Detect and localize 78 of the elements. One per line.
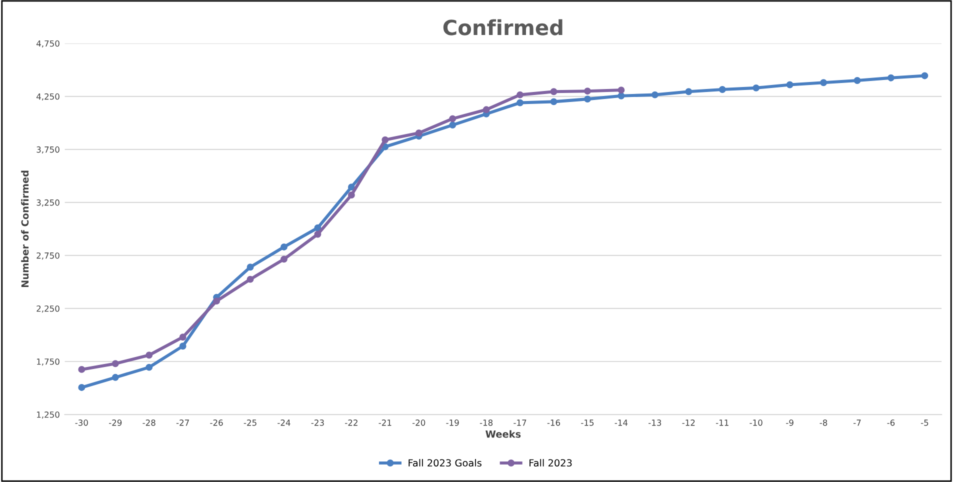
- x-tick-label: -23: [311, 420, 324, 426]
- x-tick-label: -10: [750, 420, 762, 426]
- point: [752, 84, 760, 92]
- point: [516, 91, 524, 98]
- y-tick-label: 1,250: [37, 412, 60, 419]
- point: [348, 192, 355, 198]
- point: [179, 342, 186, 350]
- point: [146, 364, 153, 371]
- x-tick-label: -30: [75, 420, 88, 426]
- point: [146, 352, 153, 359]
- point: [280, 256, 288, 263]
- x-tick-label: -28: [142, 420, 156, 426]
- point: [314, 224, 322, 232]
- point: [584, 96, 591, 103]
- x-tick-label: -27: [176, 420, 189, 426]
- x-tick-label: -25: [244, 420, 256, 426]
- x-tick-label: -15: [581, 420, 594, 426]
- x-axis-title: Weeks: [486, 430, 521, 438]
- chart-title: Confirmed: [443, 19, 562, 36]
- x-tick-label: -17: [514, 420, 526, 426]
- point: [921, 72, 928, 80]
- point: [449, 115, 456, 122]
- x-tick-label: -5: [920, 420, 928, 426]
- x-tick-label: -16: [547, 420, 560, 426]
- point: [449, 122, 456, 129]
- point: [112, 360, 119, 368]
- x-tick-label: -9: [786, 420, 794, 426]
- x-tick-label: -8: [820, 420, 828, 426]
- point: [179, 334, 186, 341]
- point: [246, 276, 254, 283]
- x-tick-label: -29: [108, 420, 122, 426]
- point: [348, 184, 355, 191]
- point: [618, 86, 625, 94]
- point: [651, 91, 658, 98]
- x-tick-label: -12: [682, 420, 695, 426]
- x-tick-label: -13: [648, 420, 662, 426]
- point: [78, 366, 86, 373]
- point: [382, 136, 389, 144]
- point: [78, 384, 86, 391]
- x-tick-label: -24: [278, 420, 290, 426]
- x-tick-label: -26: [210, 420, 223, 426]
- point: [112, 374, 119, 381]
- point: [482, 106, 490, 114]
- point: [584, 88, 591, 95]
- y-axis-title: Number of Confirmed: [21, 170, 29, 288]
- point: [550, 98, 558, 106]
- legend-label: Fall 2023 Goals: [408, 459, 482, 467]
- point: [786, 81, 794, 88]
- x-tick-label: -20: [412, 420, 426, 426]
- x-tick-label: -6: [887, 420, 895, 426]
- x-tick-label: -21: [378, 420, 392, 426]
- y-tick-label: 2,750: [36, 252, 60, 260]
- point: [618, 92, 625, 100]
- y-tick-label: 2,250: [36, 305, 60, 313]
- y-tick-label: 4,250: [36, 93, 60, 101]
- x-tick-label: -14: [614, 420, 628, 426]
- point: [685, 88, 692, 96]
- x-tick-label: -11: [716, 420, 728, 426]
- point: [550, 88, 558, 96]
- y-tick-label: 3,750: [36, 146, 60, 154]
- y-tick-label: 3,250: [36, 199, 60, 207]
- y-tick-label: 4,750: [36, 40, 60, 48]
- point: [516, 99, 524, 106]
- x-tick-label: -22: [345, 420, 358, 426]
- x-tick-label: -18: [480, 420, 493, 426]
- y-tick-label: 1,750: [37, 358, 60, 366]
- point: [415, 130, 422, 136]
- point: [213, 298, 220, 305]
- x-tick-label: -7: [854, 420, 861, 426]
- point: [854, 77, 861, 84]
- point: [280, 244, 288, 250]
- point: [246, 264, 254, 271]
- point: [888, 74, 894, 82]
- x-tick-label: -19: [446, 420, 459, 426]
- point: [820, 79, 828, 86]
- point: [718, 86, 726, 93]
- point: [314, 230, 322, 238]
- legend-label: Fall 2023: [530, 459, 572, 467]
